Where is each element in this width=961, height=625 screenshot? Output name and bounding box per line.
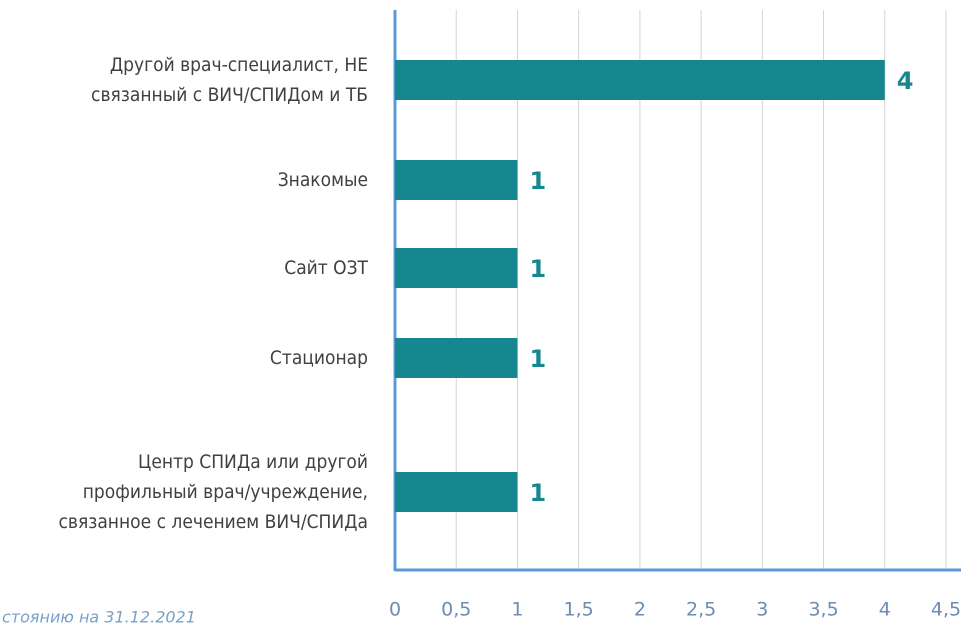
bar bbox=[395, 338, 518, 378]
value-label: 1 bbox=[529, 479, 546, 507]
value-label: 4 bbox=[897, 67, 914, 95]
category-label: Центр СПИДа или другой профильный врач/у… bbox=[58, 451, 368, 533]
x-tick-label: 2 bbox=[634, 599, 646, 621]
category-label: Другой врач-специалист, НЕ связанный с В… bbox=[91, 54, 368, 106]
bar bbox=[395, 472, 518, 512]
bar bbox=[395, 248, 518, 288]
x-tick-label: 3,5 bbox=[808, 599, 838, 621]
value-label: 1 bbox=[529, 345, 546, 373]
x-tick-label: 1 bbox=[511, 599, 523, 621]
bar bbox=[395, 60, 885, 100]
x-tick-label: 0 bbox=[389, 599, 401, 621]
value-label: 1 bbox=[529, 255, 546, 283]
x-tick-label: 3 bbox=[756, 599, 768, 621]
value-label: 1 bbox=[529, 167, 546, 195]
category-label: Знакомые bbox=[277, 169, 368, 191]
footnote: стоянию на 31.12.2021 bbox=[2, 608, 196, 625]
x-tick-label: 0,5 bbox=[441, 599, 471, 621]
bar bbox=[395, 160, 518, 200]
category-label: Стационар bbox=[269, 347, 368, 369]
x-tick-label: 1,5 bbox=[564, 599, 594, 621]
x-tick-label: 4 bbox=[879, 599, 891, 621]
category-label: Сайт ОЗТ bbox=[284, 257, 368, 279]
x-tick-label: 4,5 bbox=[931, 599, 961, 621]
x-tick-label: 2,5 bbox=[686, 599, 716, 621]
